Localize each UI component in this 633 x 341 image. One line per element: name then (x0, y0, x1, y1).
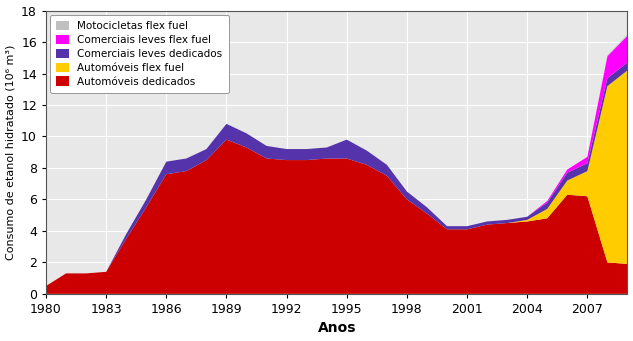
X-axis label: Anos: Anos (318, 322, 356, 336)
Legend: Motocicletas flex fuel, Comerciais leves flex fuel, Comerciais leves dedicados, : Motocicletas flex fuel, Comerciais leves… (50, 15, 229, 93)
Y-axis label: Consumo de etanol hidratado (10⁶ m³): Consumo de etanol hidratado (10⁶ m³) (6, 45, 16, 260)
